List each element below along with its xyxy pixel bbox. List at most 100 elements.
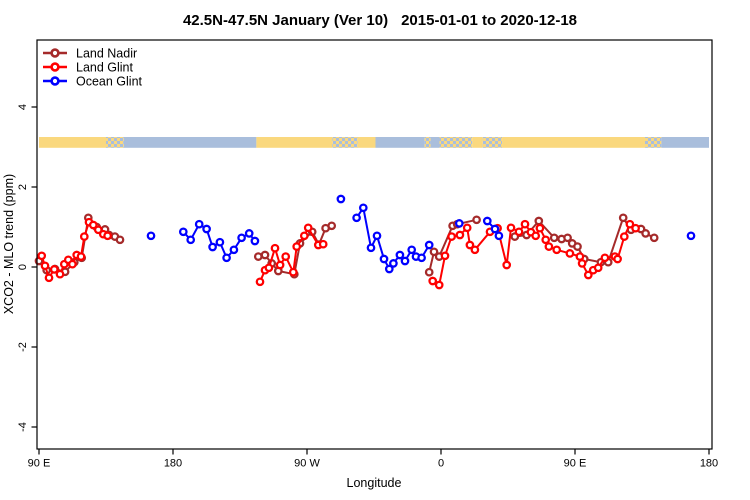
plot-border <box>36 39 713 450</box>
series-land-nadir <box>34 213 659 279</box>
data-point-land-glint <box>275 260 285 270</box>
data-point-land-glint <box>455 230 465 240</box>
data-point-land-nadir <box>563 233 572 243</box>
data-point-land-glint <box>292 242 302 251</box>
map-band-segment-coast <box>106 137 124 148</box>
map-band-segment-land <box>472 137 483 148</box>
data-point-land-glint <box>79 232 89 241</box>
data-point-land-glint <box>281 252 291 261</box>
legend-marker-icon <box>50 48 60 58</box>
data-point-land-glint <box>462 223 472 233</box>
data-point-land-nadir <box>253 252 263 261</box>
data-point-land-nadir <box>115 235 125 245</box>
data-point-ocean-glint <box>417 253 426 263</box>
data-point-ocean-glint <box>358 203 368 213</box>
data-point-land-glint <box>577 259 587 268</box>
data-point-land-glint <box>544 242 554 251</box>
data-point-ocean-glint <box>222 253 231 263</box>
legend-marker-icon <box>50 76 60 86</box>
data-point-land-glint <box>583 270 593 280</box>
data-point-ocean-glint <box>384 264 394 274</box>
y-tick-label: -4 <box>17 422 29 432</box>
data-point-ocean-glint <box>379 254 389 264</box>
data-point-land-glint <box>447 232 456 241</box>
data-point-land-glint <box>520 219 530 229</box>
data-point-land-glint <box>44 273 54 283</box>
map-band-segment-land <box>256 137 333 148</box>
data-point-ocean-glint <box>424 240 434 250</box>
series-land-glint <box>37 217 640 290</box>
data-point-land-glint <box>264 263 274 273</box>
y-tick-label: 4 <box>17 104 29 110</box>
series-line-land-nadir <box>38 215 121 273</box>
chart-title: 42.5N-47.5N January (Ver 10) 2015-01-01 t… <box>183 12 577 29</box>
data-point-land-glint <box>318 239 328 249</box>
data-point-land-glint <box>470 245 480 255</box>
legend-label: Land Nadir <box>76 47 137 61</box>
y-tick-label: 0 <box>17 264 29 270</box>
data-point-land-nadir <box>429 247 439 257</box>
data-point-land-nadir <box>424 267 434 277</box>
data-point-ocean-glint <box>454 219 464 228</box>
data-point-ocean-glint <box>482 216 492 226</box>
data-point-land-glint <box>506 223 516 233</box>
map-band-segment-coast <box>332 137 358 148</box>
x-axis-title: Longitude <box>347 476 402 490</box>
data-point-land-nadir <box>327 221 337 231</box>
data-point-land-nadir <box>573 242 582 251</box>
legend-label: Ocean Glint <box>76 75 143 89</box>
data-point-ocean-glint <box>194 219 204 229</box>
map-band-segment-ocean <box>123 137 257 148</box>
data-point-land-glint <box>37 251 47 261</box>
data-point-land-glint <box>565 249 575 258</box>
map-band-segment-ocean <box>430 137 440 148</box>
map-band-segment-coast <box>424 137 431 148</box>
data-point-ocean-glint <box>202 224 211 234</box>
data-point-land-glint <box>440 251 450 261</box>
data-point-land-glint <box>103 231 112 241</box>
data-point-ocean-glint <box>400 256 410 266</box>
series-line-land-nadir <box>258 224 333 276</box>
data-point-land-glint <box>541 235 551 245</box>
data-point-land-glint <box>299 231 309 241</box>
data-point-land-glint <box>613 254 622 264</box>
y-tick-label: 2 <box>17 184 29 190</box>
y-tick-label: -2 <box>17 342 29 352</box>
x-tick-label: 180 <box>164 458 182 470</box>
axes: 90 E 180 90 W 0 90 E 180 4 2 0 -2 -4 <box>17 104 718 470</box>
data-point-land-nadir <box>534 216 544 226</box>
legend-marker-icon <box>50 62 60 72</box>
data-point-land-glint <box>76 252 86 261</box>
data-point-land-glint <box>303 223 313 233</box>
data-point-land-glint <box>631 223 640 233</box>
data-point-ocean-glint <box>229 245 239 255</box>
map-band-segment-coast <box>644 137 662 148</box>
legend-item-land-nadir: Land Nadir <box>43 47 137 61</box>
data-point-land-nadir <box>641 229 650 238</box>
data-point-ocean-glint <box>178 227 188 237</box>
data-point-ocean-glint <box>336 194 346 204</box>
data-point-ocean-glint <box>494 231 504 241</box>
map-band-segment-coast <box>439 137 473 148</box>
data-point-land-glint <box>625 219 635 229</box>
map-band-segment-land <box>357 137 376 148</box>
data-point-ocean-glint <box>208 242 217 252</box>
data-point-land-glint <box>465 240 475 250</box>
data-point-land-glint <box>434 280 444 290</box>
data-point-ocean-glint <box>389 259 398 268</box>
data-point-land-glint <box>55 269 65 279</box>
data-point-land-glint <box>93 225 103 235</box>
data-point-land-glint <box>88 220 98 230</box>
data-point-land-glint <box>428 276 438 286</box>
data-point-land-glint <box>619 232 629 241</box>
data-point-land-glint <box>514 227 524 237</box>
y-axis-title: XCO2 - MLO trend (ppm) <box>2 174 16 314</box>
data-point-ocean-glint <box>215 237 225 247</box>
x-tick-label: 180 <box>700 458 718 470</box>
data-point-land-glint <box>68 259 77 269</box>
data-point-land-nadir <box>472 215 481 225</box>
data-point-ocean-glint <box>146 231 156 241</box>
legend-item-land-glint: Land Glint <box>43 61 134 75</box>
